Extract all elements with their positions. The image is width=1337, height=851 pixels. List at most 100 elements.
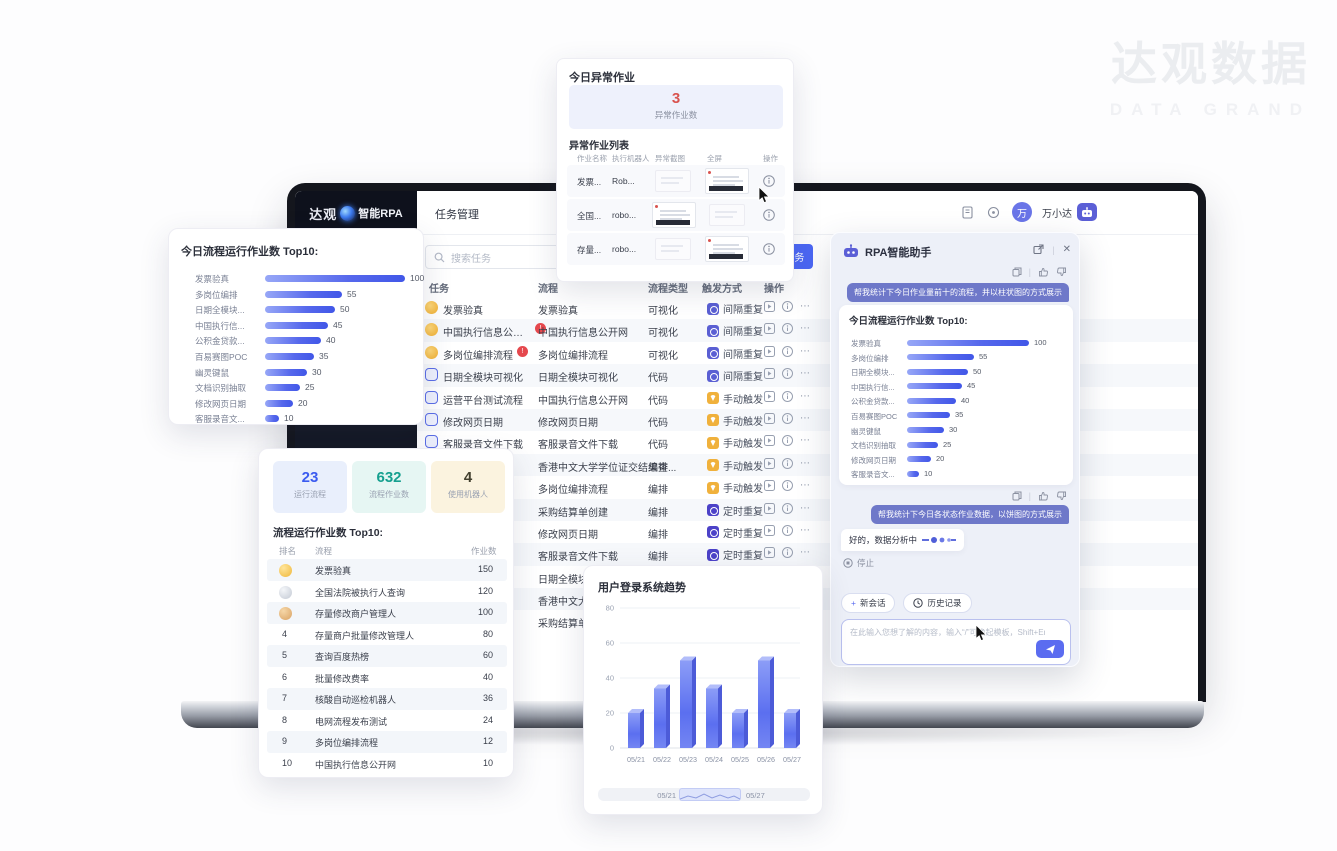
run-log-icon[interactable] (764, 301, 775, 312)
thumbs-down-icon[interactable] (1056, 491, 1067, 501)
copy-icon[interactable] (1012, 491, 1022, 501)
table-row[interactable]: 中国执行信息公开网! 中国执行信息公开网 可视化 间隔重复 ⋯ (417, 319, 1198, 342)
preview-thumbnail[interactable] (655, 170, 691, 192)
table-row[interactable]: 日期全模块可视化 日期全模块可视化 代码 间隔重复 ⋯ (417, 364, 1198, 387)
info-icon[interactable] (782, 368, 793, 380)
info-icon[interactable] (782, 412, 793, 424)
info-icon[interactable] (782, 547, 793, 559)
more-icon[interactable]: ⋯ (800, 345, 810, 357)
info-icon[interactable] (782, 301, 793, 312)
table-row[interactable]: 发票验真 发票验真 可视化 间隔重复 ⋯ (417, 297, 1198, 319)
assistant-launcher-button[interactable] (1077, 203, 1097, 221)
table-row[interactable]: 7 核酸自动巡检机器人 36 (267, 688, 507, 710)
preview-thumbnail[interactable] (709, 204, 745, 226)
table-row[interactable]: 8 电网流程发布测试 24 (267, 710, 507, 732)
more-icon[interactable]: ⋯ (800, 457, 810, 469)
info-icon[interactable] (782, 502, 793, 514)
run-log-icon[interactable] (764, 480, 775, 492)
more-icon[interactable]: ⋯ (800, 480, 810, 492)
info-icon[interactable] (782, 435, 793, 447)
run-log-icon[interactable] (764, 345, 775, 357)
table-row[interactable]: 4 存量商户批量修改管理人 80 (267, 624, 507, 646)
table-row[interactable]: 9 多岗位编排流程 12 (267, 731, 507, 753)
screenshot-thumbnail[interactable] (705, 236, 749, 262)
run-log-icon[interactable] (764, 547, 775, 559)
more-icon[interactable]: ⋯ (800, 524, 810, 536)
more-icon[interactable]: ⋯ (800, 368, 810, 380)
history-button[interactable]: 历史记录 (903, 593, 972, 613)
top10-chart-bars: 发票验真 100 多岗位编排 55 日期全模块... 50 中国执行信... 45 公积金贷款.… (181, 271, 424, 427)
send-button[interactable] (1036, 640, 1064, 658)
screenshot-thumbnail[interactable] (705, 168, 749, 194)
table-row[interactable]: 全国法院被执行人查询 120 (267, 581, 507, 603)
abnormal-row[interactable]: 存量... robo... (567, 233, 785, 265)
abnormal-row[interactable]: 全国... robo... (567, 199, 785, 231)
user-avatar[interactable]: 万 (1011, 202, 1032, 222)
info-icon[interactable] (782, 524, 793, 536)
robot-name: robo... (612, 244, 637, 254)
thumbs-up-icon[interactable] (1038, 267, 1049, 277)
table-row[interactable]: 修改网页日期 编排 定时重复 ⋯ (417, 521, 1198, 543)
more-icon[interactable]: ⋯ (800, 547, 810, 559)
table-row[interactable]: 5 查询百度热榜 60 (267, 645, 507, 667)
run-log-icon[interactable] (764, 502, 775, 514)
table-row[interactable]: 存量修改商户管理人 100 (267, 602, 507, 624)
bar-label: 百易赛图POC (851, 411, 898, 421)
table-row[interactable]: 客服录音文件下载 编排 定时重复 ⋯ (417, 543, 1198, 566)
abnormal-row[interactable]: 发票... Rob... (567, 165, 785, 197)
thumbs-up-icon[interactable] (1038, 491, 1049, 501)
table-row[interactable]: 多岗位编排流程 编排 手动触发 ⋯ (417, 476, 1198, 498)
trigger-icon (707, 369, 719, 382)
more-icon[interactable]: ⋯ (800, 390, 810, 402)
run-log-icon[interactable] (764, 412, 775, 424)
info-icon[interactable] (763, 175, 775, 187)
more-icon[interactable]: ⋯ (800, 323, 810, 335)
table-row[interactable]: 10 中国执行信息公开网 10 (267, 753, 507, 775)
run-log-icon[interactable] (764, 368, 775, 380)
help-icon[interactable] (986, 204, 1002, 220)
more-icon[interactable]: ⋯ (800, 301, 810, 312)
user-name[interactable]: 万小达 (1041, 208, 1072, 220)
open-external-icon[interactable] (1033, 244, 1044, 255)
new-conversation-button[interactable]: + 新会话 (841, 593, 896, 613)
document-icon[interactable] (960, 204, 976, 220)
trigger-tag: 手动触发 (707, 480, 763, 495)
table-row[interactable]: 发票验真 150 (267, 559, 507, 581)
table-row[interactable]: 客服录音文件下载 客服录音文件下载 代码 手动触发 ⋯ (417, 431, 1198, 453)
info-icon[interactable] (763, 243, 775, 255)
table-row[interactable]: 运营平台测试流程 中国执行信息公开网 代码 手动触发 ⋯ (417, 387, 1198, 409)
close-icon[interactable]: ✕ (1062, 244, 1071, 255)
info-icon[interactable] (782, 480, 793, 492)
info-icon[interactable] (782, 390, 793, 402)
run-log-icon[interactable] (764, 323, 775, 335)
slider-window[interactable] (679, 788, 741, 801)
stop-button[interactable]: 停止 (843, 557, 874, 569)
nav-tab-task-management[interactable]: 任务管理 (435, 209, 479, 221)
table-row[interactable]: 多岗位编排流程! 多岗位编排流程 可视化 间隔重复 ⋯ (417, 342, 1198, 364)
info-icon[interactable] (782, 323, 793, 335)
column-header: 作业数 (471, 546, 497, 556)
table-row[interactable]: 6 批量修改费率 40 (267, 667, 507, 689)
chart-bar-row: 百易赛图POC 35 (181, 349, 411, 365)
more-icon[interactable]: ⋯ (800, 502, 810, 514)
more-icon[interactable]: ⋯ (800, 435, 810, 447)
info-icon[interactable] (782, 457, 793, 469)
table-row[interactable]: 采购结算单创建 (417, 610, 1198, 632)
more-icon[interactable]: ⋯ (800, 412, 810, 424)
trend-zoom-slider[interactable]: 05/21 05/27 (598, 788, 810, 801)
run-log-icon[interactable] (764, 524, 775, 536)
info-icon[interactable] (763, 209, 775, 221)
table-row[interactable]: 香港中文大学学位证交结果查... 编排 手动触发 ⋯ (417, 453, 1198, 477)
run-log-icon[interactable] (764, 435, 775, 447)
preview-thumbnail[interactable] (655, 238, 691, 260)
table-row[interactable]: 日期全模块可视化 (417, 566, 1198, 588)
copy-icon[interactable] (1012, 267, 1022, 277)
info-icon[interactable] (782, 345, 793, 357)
chat-input[interactable]: 在此输入您想了解的内容，输入“/”可唤起模板，Shift+Enter换行 (841, 619, 1071, 665)
table-row[interactable]: 修改网页日期 修改网页日期 代码 手动触发 ⋯ (417, 408, 1198, 432)
screenshot-thumbnail[interactable] (652, 202, 696, 228)
table-row[interactable]: 采购结算单创建 编排 定时重复 ⋯ (417, 498, 1198, 521)
run-log-icon[interactable] (764, 390, 775, 402)
thumbs-down-icon[interactable] (1056, 267, 1067, 277)
run-log-icon[interactable] (764, 457, 775, 469)
